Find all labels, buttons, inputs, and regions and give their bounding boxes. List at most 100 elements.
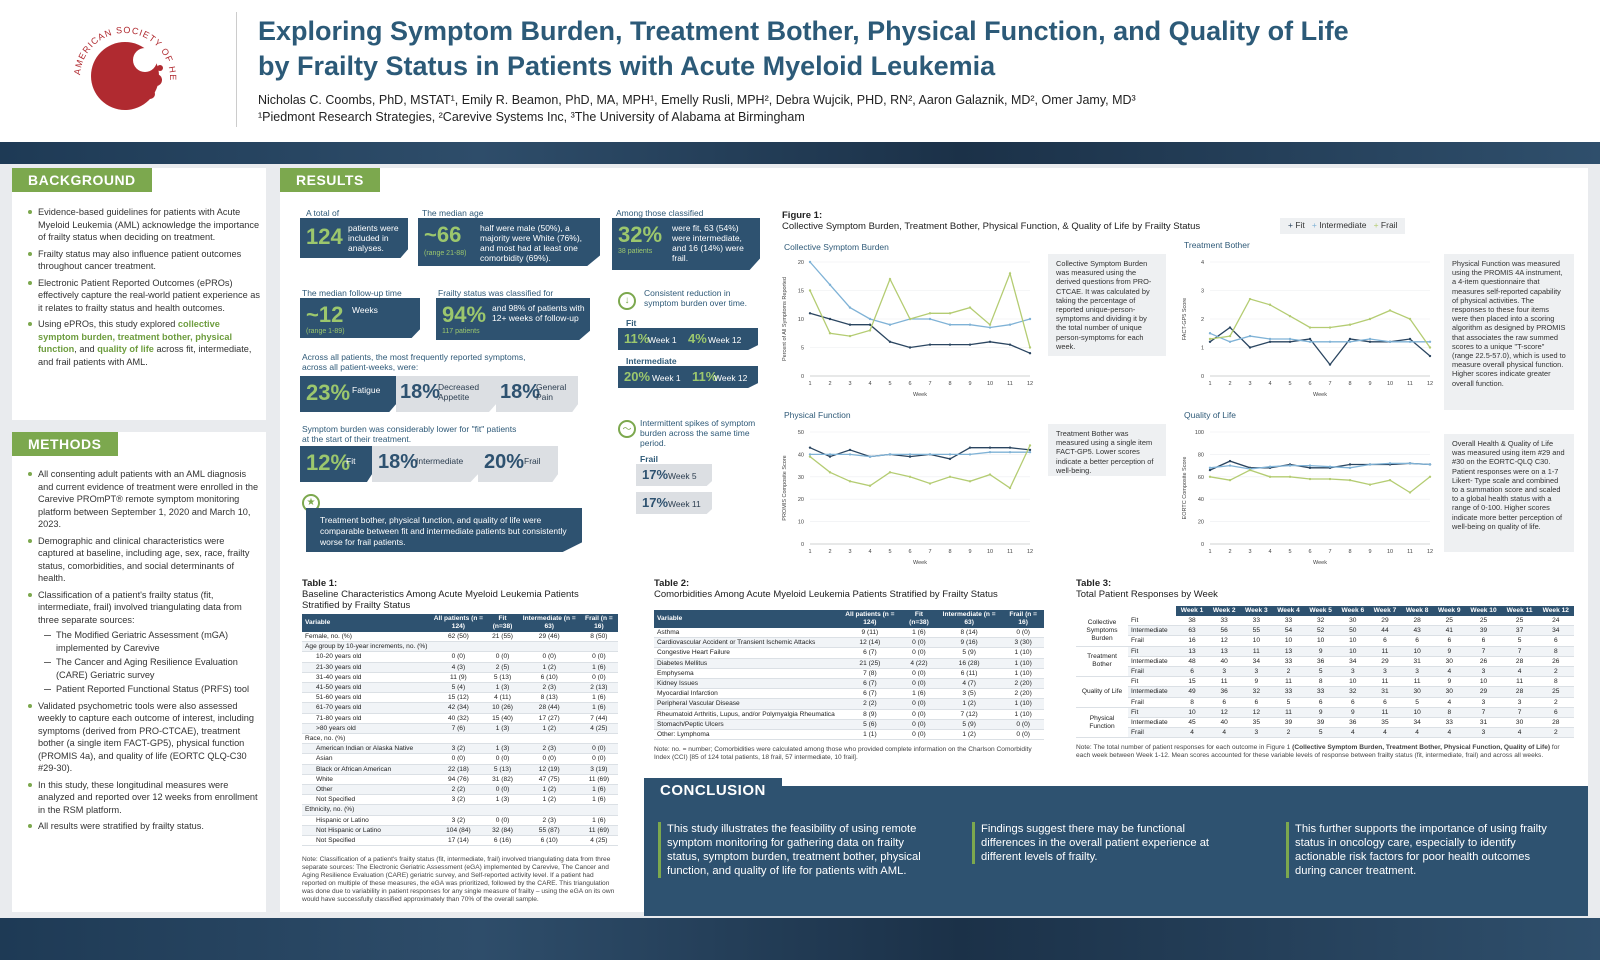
data-point-frail [1228,478,1232,482]
table-cell: 5 [1304,727,1337,739]
column-header: Week 1 [1175,606,1209,616]
table-cell: 32 [1304,616,1337,627]
data-point-fit [1348,337,1352,341]
stat-label: A total of [306,208,340,218]
table-cell [518,641,580,653]
table-cell: 9 (16) [935,637,1003,649]
table-cell: 0 (0) [1002,729,1044,741]
y-axis-label: PROMIS Composite Score [782,455,788,520]
table-cell: 0 (0) [579,743,618,755]
data-point-fit [848,448,852,452]
burden-fit: 12% Fit [300,446,372,482]
chart-title: Quality of Life [1184,410,1236,420]
table-cell: Ethnicity, no. (%) [302,804,431,816]
x-tick-label: 7 [1328,381,1331,387]
column-header: Week 11 [1501,606,1538,616]
data-point-fit [1008,446,1012,449]
table-cell: 0 (0) [430,651,487,663]
frail-label: Frail [640,454,658,464]
table-cell: 4 (25) [579,723,618,735]
data-point-frail [1348,323,1352,326]
table-cell: 13 [1208,646,1241,657]
x-tick-label: 7 [928,549,931,555]
data-point-frail [1248,297,1252,301]
x-tick-label: 4 [868,381,871,387]
data-point-frail [1248,468,1252,472]
table-cell: 39 [1465,625,1502,637]
data-point-intermediate [1348,340,1352,343]
table-cell: 1 (10) [1002,698,1044,710]
table-cell: 10 [1336,635,1369,647]
table-cell: 4 [1175,727,1209,739]
data-point-intermediate [1388,462,1392,465]
data-point-intermediate [1408,462,1412,465]
x-tick-label: 1 [808,381,811,387]
table-cell: 1 (6) [901,628,936,639]
data-point-fit [1028,448,1032,452]
list-item: Classification of a patient's frailty st… [28,589,260,696]
table-cell: 6 (11) [935,668,1003,680]
data-point-intermediate [968,453,972,456]
results-heading: RESULTS [280,168,380,192]
data-point-fit [1428,354,1432,358]
table-cell: 3 [1465,666,1502,678]
spikes-label: Intermittent spikes of symptom burden ac… [640,418,756,448]
legend-frail: + Frail [1373,220,1398,230]
table-row: Kidney Issues 6 (7) 0 (0) 4 (7) 2 (20) [654,678,1044,690]
table-cell: 11 (9) [430,672,487,684]
table-cell: 9 (11) [837,628,902,639]
table-cell: 16 (28) [935,658,1003,669]
table-cell: 25 [1537,686,1574,698]
chart-title: Collective Symptom Burden [784,242,889,252]
series-line-intermediate [1209,332,1430,343]
table-row: Age group by 10-year increments, no. (%) [302,641,618,653]
row-group-label: Physical Function [1076,707,1128,739]
data-point-frail [1288,475,1292,478]
table-cell: 31 [1465,717,1502,729]
table-cell: Race, no. (%) [302,733,431,745]
column-header: Variable [654,610,838,628]
x-axis-label: Week [913,560,927,566]
column-header: Week 3 [1240,606,1273,616]
affiliations: ¹Piedmont Research Strategies, ²Carevive… [258,110,805,124]
table-cell: 0 (0) [901,698,936,710]
table-cell: 1 (10) [1002,668,1044,680]
series-line-intermediate [1209,462,1431,470]
table-cell: 6 (10) [518,835,580,847]
table-cell [486,641,519,653]
data-point-frail [808,455,812,458]
table-cell: Asian [302,753,431,765]
table-row: Peripheral Vascular Disease 2 (2) 0 (0) 1 (… [654,698,1044,710]
spike-icon: 〜 [618,420,636,438]
column-header: Week 7 [1368,606,1402,616]
quality-of-life-description: Overall Health & Quality of Life was mea… [1444,434,1574,552]
table-cell: 40 [1208,717,1241,729]
table-cell: 1 (2) [518,794,580,806]
table-cell: 1 (6) [579,815,618,826]
table-cell: 71-80 years old [302,713,431,724]
table-cell: Not Specified [302,794,431,806]
data-point-fit [808,312,812,315]
table2: Variable All patients (n = 124) Fit (n=38)… [654,610,1044,741]
table-cell: 31 [1401,656,1434,668]
table-cell: 9 [1336,707,1369,719]
list-item: Demographic and clinical characteristics… [28,535,260,585]
stat-classified: 32% 38 patients were fit, 63 (54%) were … [612,218,760,270]
table-cell: 5 [1272,697,1305,708]
table-cell: 22 (18) [430,764,487,775]
conclusion-heading: CONCLUSION [644,778,782,803]
poster-header: AMERICAN SOCIETY OF HEMATOLOGY Exploring… [0,0,1600,142]
table-cell: 41-50 years old [302,682,431,694]
table-row: Intermediate 45 40 35 39 39 36 35 34 33 31 30 28 [1076,717,1574,729]
table-cell: 39 [1304,717,1337,729]
data-point-intermediate [1408,340,1412,343]
table-cell [486,733,519,745]
data-point-fit [848,323,852,326]
legend-fit: + Fit [1288,220,1305,230]
frailty-sources: The Modified Geriatric Assessment (mGA) … [38,629,260,696]
header-divider [236,12,237,127]
data-point-intermediate [988,450,992,454]
table-cell: Emphysema [654,668,838,680]
data-point-frail [1268,303,1272,306]
